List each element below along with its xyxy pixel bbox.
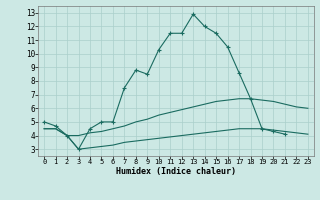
X-axis label: Humidex (Indice chaleur): Humidex (Indice chaleur) bbox=[116, 167, 236, 176]
